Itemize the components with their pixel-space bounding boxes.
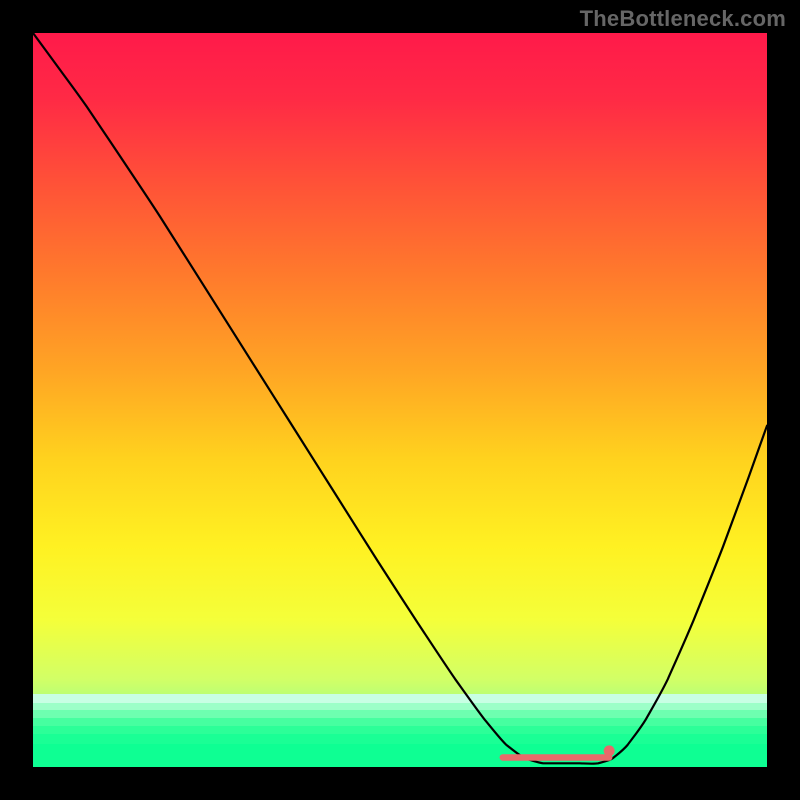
bottleneck-chart <box>0 0 800 800</box>
gradient-bands <box>33 694 767 767</box>
marker-end-dot <box>604 745 615 756</box>
chart-frame: TheBottleneck.com <box>0 0 800 800</box>
watermark-text: TheBottleneck.com <box>580 6 786 32</box>
plot-background <box>33 33 767 767</box>
